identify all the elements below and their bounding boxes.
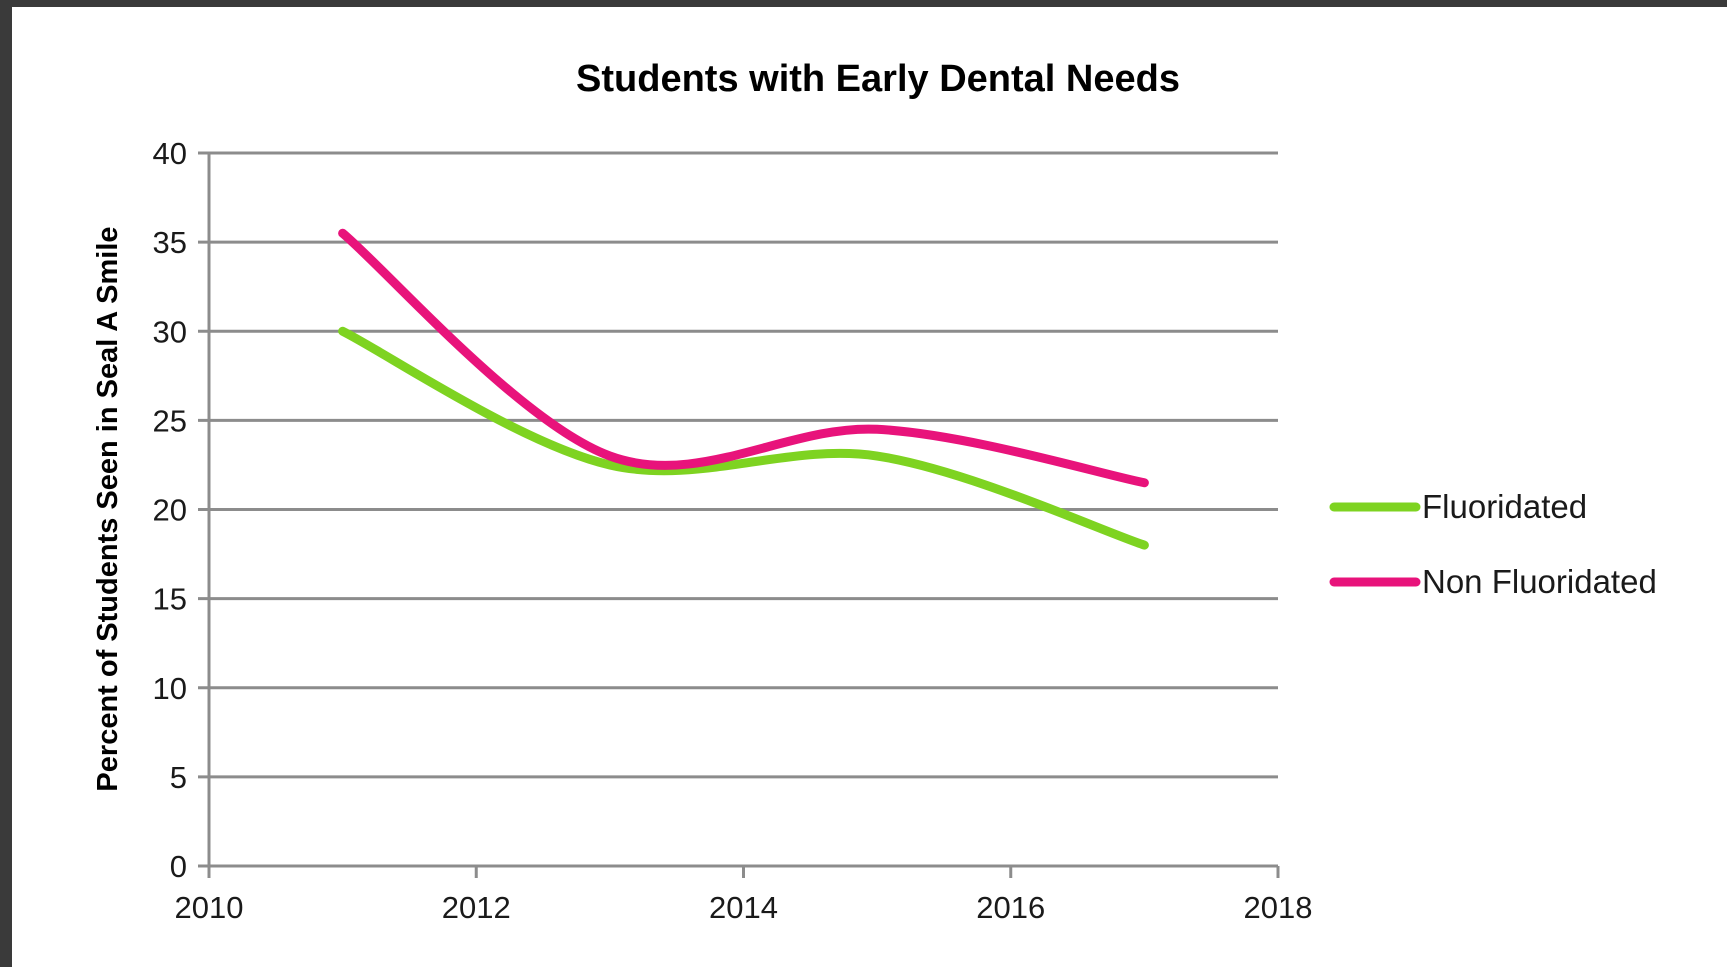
y-tick-label-5: 5 — [170, 760, 187, 795]
chart-svg: Students with Early Dental Needs Percent… — [92, 58, 1657, 925]
x-tick-label-2018: 2018 — [1244, 890, 1313, 925]
tick-labels: 0 5 10 15 20 25 30 35 40 2010 2012 2014 2016 2018 — [153, 136, 1313, 925]
y-tick-label-25: 25 — [153, 403, 187, 438]
x-tick-label-2016: 2016 — [976, 890, 1045, 925]
x-tick-label-2010: 2010 — [175, 890, 244, 925]
legend-label-non-fluoridated: Non Fluoridated — [1422, 563, 1657, 600]
y-tick-label-10: 10 — [153, 671, 187, 706]
legend: Fluoridated Non Fluoridated — [1329, 488, 1657, 600]
x-tick-label-2012: 2012 — [442, 890, 511, 925]
y-tick-label-30: 30 — [153, 314, 187, 349]
y-tick-label-35: 35 — [153, 225, 187, 260]
legend-label-fluoridated: Fluoridated — [1422, 488, 1587, 525]
x-tick-label-2014: 2014 — [709, 890, 778, 925]
axes — [198, 151, 1280, 878]
gridlines — [209, 151, 1278, 779]
y-tick-label-15: 15 — [153, 582, 187, 617]
chart-frame: Students with Early Dental Needs Percent… — [12, 7, 1727, 967]
series-line-fluoridated — [338, 326, 1149, 550]
chart-title: Students with Early Dental Needs — [576, 58, 1180, 100]
y-axis-label: Percent of Students Seen in Seal A Smile — [92, 226, 124, 791]
series-lines — [338, 228, 1149, 550]
series-line-non-fluoridated — [338, 228, 1149, 488]
y-tick-label-40: 40 — [153, 136, 187, 171]
y-tick-label-20: 20 — [153, 493, 187, 528]
y-tick-label-0: 0 — [170, 849, 187, 884]
